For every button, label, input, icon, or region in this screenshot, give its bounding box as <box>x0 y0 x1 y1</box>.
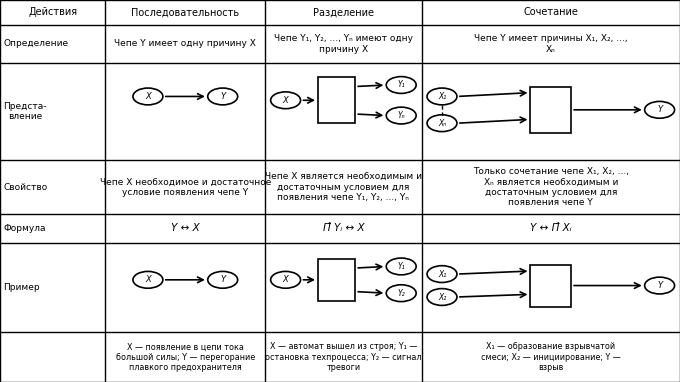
Text: Y: Y <box>657 105 662 114</box>
Text: Y ↔ X: Y ↔ X <box>171 223 200 233</box>
Text: Чепе X является необходимым и
достаточным условием для
появления чепе Y₁, Y₂, ..: Чепе X является необходимым и достаточны… <box>265 172 422 202</box>
Text: Y ↔ Π̂ Xᵢ: Y ↔ Π̂ Xᵢ <box>530 223 572 233</box>
Text: X₁: X₁ <box>438 270 446 278</box>
Text: Чепе X необходимое и достаточное
условие появления чепе Y: Чепе X необходимое и достаточное условие… <box>99 178 271 197</box>
Text: X₁: X₁ <box>438 92 446 101</box>
Text: X₁ — образование взрывчатой
смеси; X₂ — инициирование; Y —
взрыв: X₁ — образование взрывчатой смеси; X₂ — … <box>481 342 621 372</box>
Text: X — появление в цепи тока
большой силы; Y — перегорание
плавкого предохранителя: X — появление в цепи тока большой силы; … <box>116 342 255 372</box>
Text: X₂: X₂ <box>438 293 446 301</box>
Text: Чепе Y₁, Y₂, ..., Yₙ имеют одну
причину X: Чепе Y₁, Y₂, ..., Yₙ имеют одну причину … <box>274 34 413 53</box>
Text: Действия: Действия <box>28 7 78 18</box>
Text: X: X <box>145 92 151 101</box>
Text: Последовательность: Последовательность <box>131 7 239 18</box>
Text: Чепе Y имеет причины X₁, X₂, ...,
Xₙ: Чепе Y имеет причины X₁, X₂, ..., Xₙ <box>474 34 628 53</box>
Text: X: X <box>145 275 151 284</box>
Text: Свойство: Свойство <box>3 183 48 192</box>
Text: Сочетание: Сочетание <box>524 7 578 18</box>
Text: X: X <box>283 275 288 284</box>
Text: Y: Y <box>220 275 225 284</box>
Text: Y₁: Y₁ <box>397 262 405 271</box>
Text: X — автомат вышел из строя; Y₁ —
остановка техпроцесса; Y₂ — сигнал
тревоги: X — автомат вышел из строя; Y₁ — останов… <box>265 342 422 372</box>
Text: Определение: Определение <box>3 39 69 49</box>
Text: X: X <box>283 96 288 105</box>
Text: Чепе Y имеет одну причину X: Чепе Y имеет одну причину X <box>114 39 256 49</box>
Text: Y₂: Y₂ <box>397 289 405 298</box>
Text: Только сочетание чепе X₁, X₂, ...,
Xₙ является необходимым и
достаточным условие: Только сочетание чепе X₁, X₂, ..., Xₙ яв… <box>473 167 629 207</box>
Text: Yₙ: Yₙ <box>397 111 405 120</box>
Text: Y: Y <box>657 281 662 290</box>
Text: Формула: Формула <box>3 224 46 233</box>
Text: Π̂ Yᵢ ↔ X: Π̂ Yᵢ ↔ X <box>322 223 364 233</box>
Text: Пример: Пример <box>3 283 40 292</box>
Text: Y₁: Y₁ <box>397 81 405 89</box>
Text: Xₙ: Xₙ <box>438 119 446 128</box>
Text: Предста-
вление: Предста- вление <box>3 102 47 121</box>
Text: Y: Y <box>220 92 225 101</box>
Text: Разделение: Разделение <box>313 7 374 18</box>
